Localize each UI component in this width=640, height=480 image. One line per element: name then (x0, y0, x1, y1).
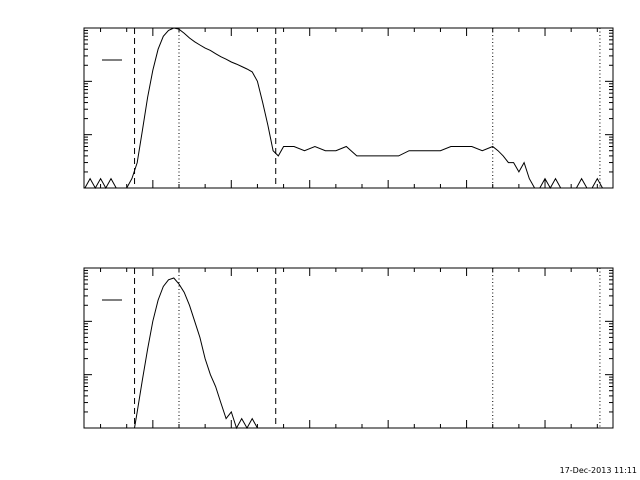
panel-lo (83, 27, 614, 190)
plot-frame (83, 267, 614, 429)
footer-timestamp: 17-Dec-2013 11:11 (560, 466, 637, 475)
series-line (84, 27, 608, 190)
series-line (134, 277, 258, 430)
panel-hi (83, 267, 614, 430)
plot-frame (83, 27, 614, 189)
